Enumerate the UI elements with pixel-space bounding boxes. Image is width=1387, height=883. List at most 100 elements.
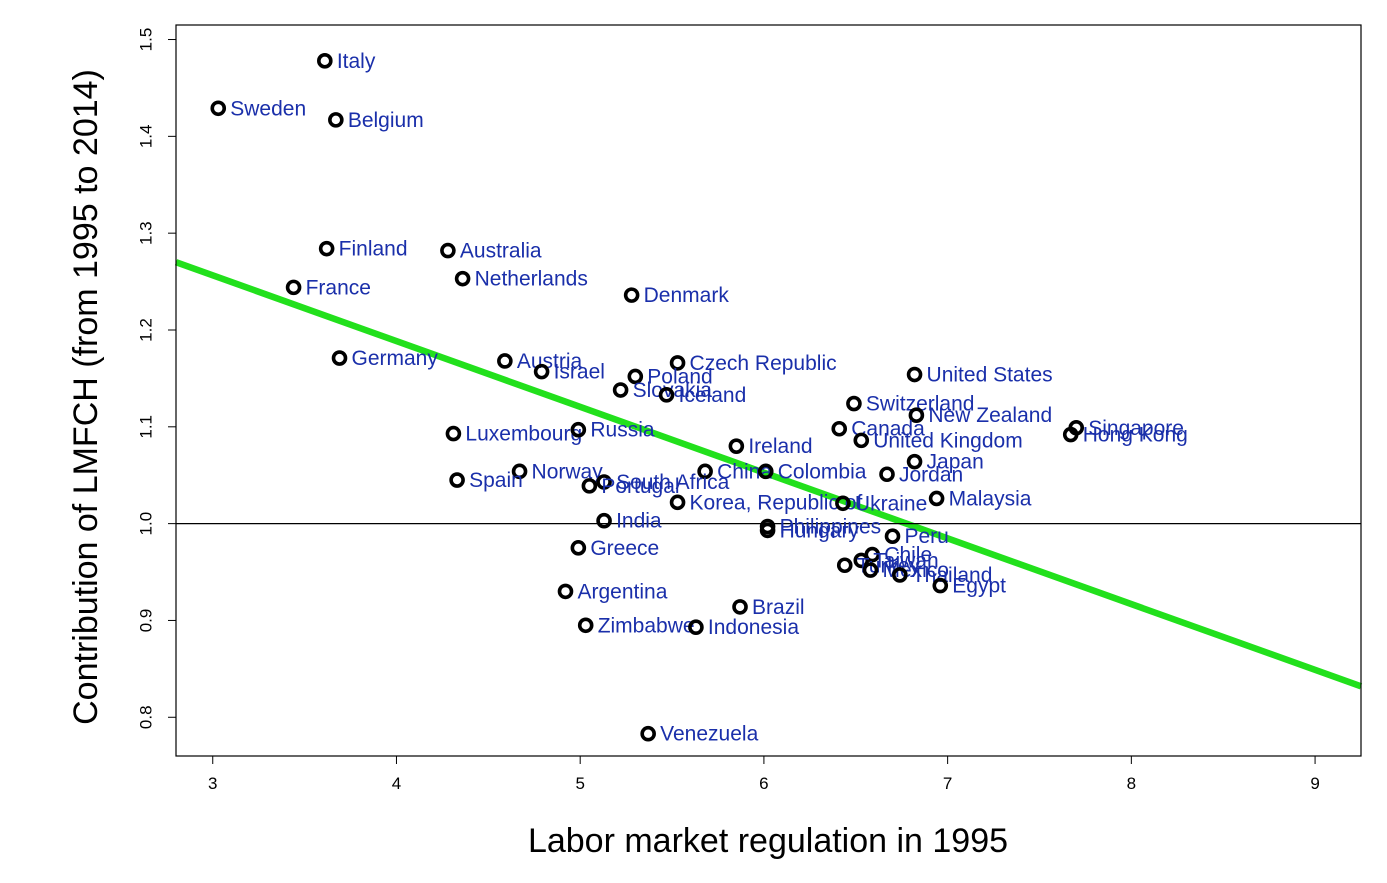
- data-point: [846, 395, 862, 412]
- data-point: [757, 463, 774, 480]
- data-point: [497, 353, 513, 369]
- data-point: [612, 382, 629, 398]
- data-point: [669, 494, 686, 511]
- point-label: Thailand: [912, 564, 993, 587]
- data-point: [906, 453, 923, 470]
- point-label: Venezuela: [660, 723, 758, 746]
- x-axis-title: Labor market regulation in 1995: [528, 822, 1008, 860]
- point-label: Norway: [532, 460, 604, 483]
- data-point: [449, 472, 465, 488]
- point-label: Zimbabwe: [598, 614, 695, 637]
- data-point: [892, 567, 908, 583]
- data-point: [884, 528, 901, 545]
- point-label: China: [717, 460, 772, 483]
- point-label: Colombia: [778, 460, 867, 483]
- data-point: [570, 540, 587, 556]
- data-point: [759, 522, 776, 539]
- data-point: [728, 438, 745, 454]
- data-point: [640, 725, 656, 742]
- point-label: Portugal: [601, 475, 679, 498]
- point-label: Italy: [337, 50, 376, 73]
- point-label: Israel: [554, 361, 605, 384]
- point-label: Chile: [884, 544, 932, 567]
- point-label: Mexico: [882, 559, 949, 582]
- data-point: [879, 466, 895, 483]
- plot-frame: [175, 24, 1362, 757]
- data-point: [853, 552, 870, 569]
- data-point: [835, 495, 851, 512]
- data-point: [908, 407, 925, 423]
- data-point: [440, 242, 456, 259]
- data-point: [853, 432, 870, 449]
- point-label: Russia: [590, 419, 655, 442]
- point-label: India: [616, 510, 662, 533]
- data-point: [581, 478, 598, 494]
- y-tick-label: 1.1: [136, 415, 155, 439]
- point-label: Hong Kong: [1083, 424, 1188, 447]
- point-label: Taiwan: [873, 549, 938, 572]
- point-label: Peru: [905, 525, 949, 548]
- data-point: [511, 463, 528, 480]
- x-tick-label: 4: [392, 774, 401, 793]
- point-label: Australia: [460, 240, 542, 263]
- y-tick-label: 0.8: [136, 705, 155, 729]
- point-label: United States: [927, 364, 1053, 387]
- point-label: Netherlands: [475, 268, 588, 291]
- data-point: [596, 512, 612, 529]
- regression-line: [174, 259, 1363, 690]
- point-label: Ukraine: [855, 492, 927, 515]
- data-point: [1062, 426, 1079, 443]
- y-tick-label: 1.4: [136, 125, 155, 149]
- data-point: [928, 490, 945, 507]
- x-tick-label: 6: [759, 774, 768, 793]
- point-label: Switzerland: [866, 393, 975, 416]
- x-tick-label: 5: [575, 774, 584, 793]
- data-point: [836, 557, 853, 574]
- point-label: Greece: [590, 537, 659, 560]
- data-point: [557, 583, 574, 600]
- point-label: Spain: [469, 469, 523, 492]
- data-point: [862, 562, 879, 578]
- point-label: Indonesia: [708, 616, 799, 639]
- point-label: New Zealand: [928, 404, 1052, 427]
- y-tick-label: 1.3: [136, 221, 155, 245]
- data-point: [331, 350, 348, 366]
- point-label: Denmark: [644, 284, 730, 307]
- point-label: France: [306, 276, 371, 299]
- point-label: Canada: [851, 418, 925, 441]
- data-point: [669, 355, 686, 371]
- point-label: Jordan: [899, 463, 963, 486]
- data-point: [210, 100, 227, 117]
- point-label: Czech Republic: [690, 352, 837, 375]
- data-point: [627, 368, 644, 385]
- point-label: Malaysia: [949, 487, 1032, 510]
- data-point: [445, 425, 462, 442]
- data-point: [688, 619, 704, 636]
- data-point: [596, 474, 612, 490]
- point-label: Argentina: [577, 580, 667, 603]
- data-point: [932, 577, 949, 594]
- point-label: Iceland: [679, 384, 747, 407]
- x-tick-label: 3: [208, 774, 217, 793]
- data-point: [697, 463, 713, 480]
- point-label: Philippines: [780, 516, 882, 539]
- point-label: Germany: [352, 347, 439, 370]
- y-tick-label: 0.9: [136, 609, 155, 633]
- point-label: Egypt: [952, 575, 1006, 598]
- point-label: Luxembourg: [465, 423, 582, 446]
- y-tick-label: 1.0: [136, 512, 155, 536]
- point-label: Hungary: [780, 519, 860, 542]
- data-point: [570, 421, 587, 438]
- point-label: Sweden: [230, 97, 306, 120]
- x-tick-label: 8: [1127, 774, 1136, 793]
- y-tick-label: 1.5: [136, 28, 155, 52]
- point-label: Brazil: [752, 596, 805, 619]
- data-point: [732, 599, 748, 615]
- data-point: [658, 387, 675, 403]
- data-point: [533, 363, 550, 380]
- point-label: Korea, Republic of: [690, 491, 863, 514]
- point-label: Austria: [517, 350, 583, 373]
- x-tick-label: 7: [943, 774, 952, 793]
- point-label: Ireland: [748, 435, 812, 458]
